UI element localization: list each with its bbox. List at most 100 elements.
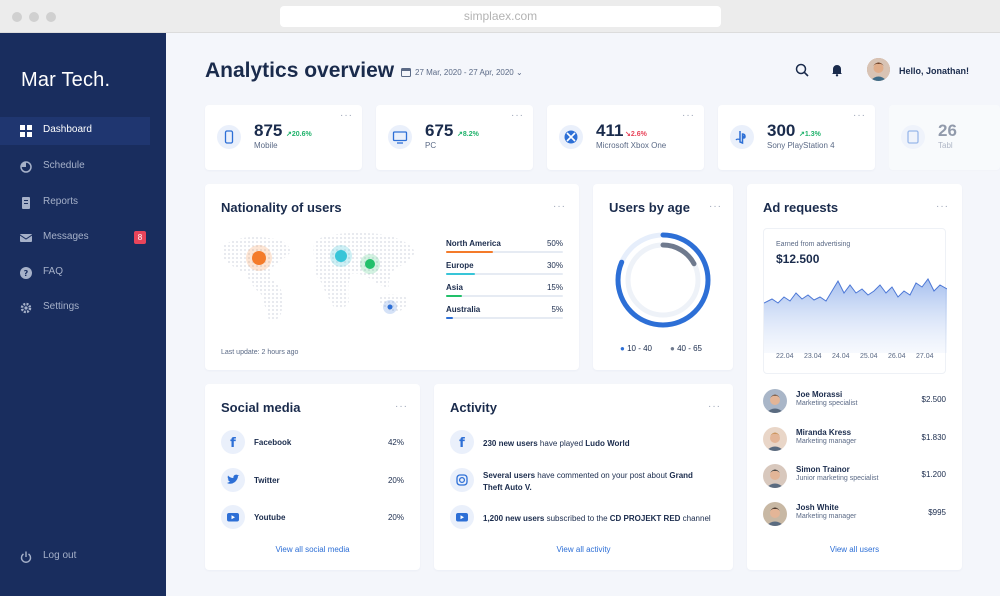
date-range-picker[interactable]: 27 Mar, 2020 - 27 Apr, 2020 ⌄ [415,68,523,77]
person-amount: $2.500 [921,395,946,404]
age-ring-chart [615,232,711,328]
more-menu-icon[interactable]: ··· [853,110,866,121]
users-by-age-title: Users by age [609,200,690,215]
stat-icon-circle [730,125,754,149]
nationality-row: Australia 5% [446,305,563,323]
users-by-age-card: Users by age ··· ● 10 - 40 ● 40 - 65 [593,184,733,370]
person-row[interactable]: Josh White Marketing manager $995 [763,501,946,528]
sidebar-item-dashboard[interactable]: Dashboard [0,117,150,145]
sidebar-item-label: FAQ [43,266,64,277]
stat-card-playstation[interactable]: 300 ↗1.3% Sony PlayStation 4 ··· [718,105,875,170]
more-menu-icon[interactable]: ··· [395,401,408,412]
youtube-icon [450,505,474,529]
stat-delta: ↗20.6% [286,131,312,138]
avatar [763,501,787,526]
more-menu-icon[interactable]: ··· [340,110,353,121]
page-title: Analytics overview [205,59,395,82]
svg-text:?: ? [24,269,29,278]
person-name: Simon Trainor [796,465,850,474]
x-tick-label: 27.04 [916,353,934,360]
more-menu-icon[interactable]: ··· [936,201,949,212]
user-avatar[interactable] [867,58,890,81]
faq-icon: ? [20,267,32,279]
calendar-icon [401,68,411,77]
person-row[interactable]: Miranda Kress Marketing manager $1.830 [763,426,946,453]
ad-requests-chart: Earned from advertising $12.500 22.04 23.… [763,228,947,374]
more-menu-icon[interactable]: ··· [708,401,721,412]
facebook-icon: f [221,430,245,454]
avatar [763,426,787,451]
window-minimize-dot[interactable] [29,12,39,22]
nationality-row: North America 50% [446,239,563,257]
last-update-text: Last update: 2 hours ago [221,349,299,356]
region-bar [446,251,493,253]
person-name: Josh White [796,502,839,512]
stat-card-mobile[interactable]: 875 ↗20.6% Mobile ··· [205,105,362,170]
search-icon[interactable] [795,63,809,77]
chart-subtitle: Earned from advertising [776,241,851,248]
nationality-card: Nationality of users ··· North America 5… [205,184,579,370]
region-track [446,273,563,275]
region-bar [446,317,453,319]
sidebar-item-messages[interactable]: Messages 8 [0,224,150,252]
age-legend-1: ● 10 - 40 [620,344,652,353]
social-percent: 20% [387,513,404,522]
instagram-icon [450,467,474,492]
activity-card: Activity ··· f 230 new users have played… [434,384,733,570]
stat-icon-circle [901,125,925,149]
age-legend-label: 10 - 40 [627,344,652,353]
social-row[interactable]: Twitter 20% [221,467,404,492]
bell-icon[interactable] [830,63,844,77]
address-bar[interactable]: simplaex.com [280,6,721,27]
stat-card-tablet[interactable]: 26 Tabl [889,105,1000,170]
activity-item[interactable]: Several users have commented on your pos… [450,467,720,494]
social-percent: 20% [387,475,404,485]
activity-item[interactable]: f 230 new users have played Ludo World [450,430,720,456]
sidebar-item-label: Dashboard [43,124,92,135]
window-maximize-dot[interactable] [46,12,56,22]
region-bar [446,295,462,297]
sidebar-item-schedule[interactable]: Schedule [0,153,150,181]
activity-text: 1,200 new users subscribed to the CD PRO… [483,513,713,525]
twitter-icon [221,467,245,492]
view-all-social-link[interactable]: View all social media [275,545,350,554]
activity-item[interactable]: 1,200 new users subscribed to the CD PRO… [450,505,720,531]
x-tick-label: 23.04 [804,353,822,360]
sidebar-item-faq[interactable]: ? FAQ [0,259,150,287]
activity-normal: subscribed to the [544,514,610,523]
activity-strong: 230 new users [483,439,538,448]
social-row[interactable]: Youtube 20% [221,505,404,529]
stat-value: 411 [596,121,624,140]
view-all-activity-link[interactable]: View all activity [556,545,611,554]
monitor-icon [392,131,408,144]
nationality-row: Asia 15% [446,283,563,301]
svg-text:f: f [459,436,465,451]
social-row[interactable]: f Facebook 42% [221,430,404,454]
stat-label: Microsoft Xbox One [596,141,667,150]
region-track [446,251,563,253]
sidebar-item-label: Messages [43,231,89,242]
stat-icon-circle [388,125,412,149]
more-menu-icon[interactable]: ··· [553,201,566,212]
more-menu-icon[interactable]: ··· [511,110,524,121]
more-menu-icon[interactable]: ··· [709,201,722,212]
tablet-icon [907,130,919,144]
region-name: Australia [446,305,481,314]
x-tick-label: 25.04 [860,353,878,360]
person-row[interactable]: Joe Morassi Marketing specialist $2.500 [763,389,946,415]
sidebar-item-reports[interactable]: Reports [0,189,150,217]
user-avatar-image [867,58,890,81]
stat-card-xbox[interactable]: 411 ↘2.6% Microsoft Xbox One ··· [547,105,704,170]
more-menu-icon[interactable]: ··· [682,110,695,121]
sidebar-item-settings[interactable]: Settings [0,294,150,322]
stat-card-pc[interactable]: 675 ↗8.2% PC ··· [376,105,533,170]
region-track [446,317,563,319]
person-row[interactable]: Simon Trainor Junior marketing specialis… [763,464,946,490]
region-name: North America [446,239,501,248]
view-all-users-link[interactable]: View all users [829,545,880,554]
nationality-row: Europe 30% [446,261,563,279]
person-amount: $1.200 [921,470,946,479]
window-close-dot[interactable] [12,12,22,22]
logout-button[interactable]: Log out [0,543,150,571]
activity-text: 230 new users have played Ludo World [483,438,713,450]
